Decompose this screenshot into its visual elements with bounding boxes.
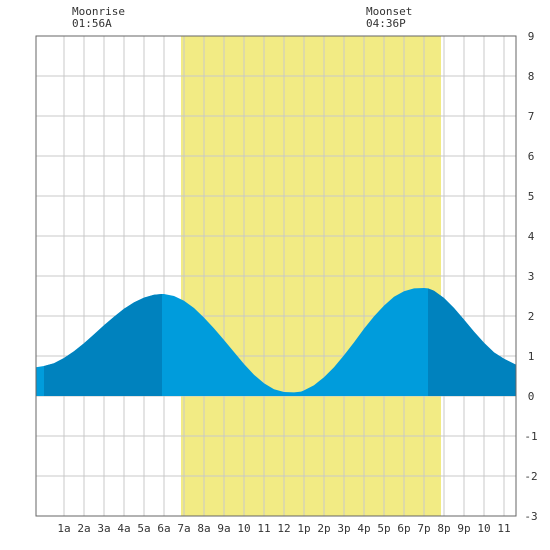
moonrise-block: Moonrise 01:56A xyxy=(72,6,125,30)
y-tick-label: -2 xyxy=(524,470,537,483)
y-tick-label: -3 xyxy=(524,510,537,523)
x-tick-label: 3a xyxy=(97,522,110,535)
moonset-label: Moonset xyxy=(366,5,413,18)
x-tick-label: 12 xyxy=(277,522,290,535)
x-tick-label: 2a xyxy=(77,522,90,535)
tide-area-night-shade xyxy=(428,288,516,396)
moonrise-time: 01:56A xyxy=(72,17,112,30)
moonrise-label: Moonrise xyxy=(72,5,125,18)
y-tick-label: 2 xyxy=(528,310,535,323)
y-tick-label: 1 xyxy=(528,350,535,363)
y-tick-label: -1 xyxy=(524,430,537,443)
y-tick-label: 8 xyxy=(528,70,535,83)
y-tick-label: 4 xyxy=(528,230,535,243)
x-tick-label: 10 xyxy=(477,522,490,535)
x-tick-label: 9a xyxy=(217,522,230,535)
x-tick-label: 7p xyxy=(417,522,430,535)
x-tick-label: 6p xyxy=(397,522,410,535)
plot-border xyxy=(35,35,517,517)
x-tick-label: 4a xyxy=(117,522,130,535)
tide-area-night-shade xyxy=(44,294,162,396)
x-tick-label: 6a xyxy=(157,522,170,535)
y-tick-label: 7 xyxy=(528,110,535,123)
x-tick-label: 7a xyxy=(177,522,190,535)
y-tick-label: 3 xyxy=(528,270,535,283)
x-tick-label: 11 xyxy=(257,522,270,535)
x-tick-label: 3p xyxy=(337,522,350,535)
x-tick-label: 2p xyxy=(317,522,330,535)
x-tick-label: 8p xyxy=(437,522,450,535)
x-tick-label: 1a xyxy=(57,522,70,535)
moonset-time: 04:36P xyxy=(366,17,406,30)
x-tick-label: 5p xyxy=(377,522,390,535)
x-tick-label: 8a xyxy=(197,522,210,535)
x-tick-label: 10 xyxy=(237,522,250,535)
y-tick-label: 0 xyxy=(528,390,535,403)
x-tick-label: 1p xyxy=(297,522,310,535)
x-tick-label: 5a xyxy=(137,522,150,535)
x-tick-label: 9p xyxy=(457,522,470,535)
moonset-block: Moonset 04:36P xyxy=(366,6,412,30)
y-tick-label: 9 xyxy=(528,30,535,43)
y-tick-label: 5 xyxy=(528,190,535,203)
x-tick-label: 11 xyxy=(497,522,510,535)
y-tick-label: 6 xyxy=(528,150,535,163)
x-tick-label: 4p xyxy=(357,522,370,535)
